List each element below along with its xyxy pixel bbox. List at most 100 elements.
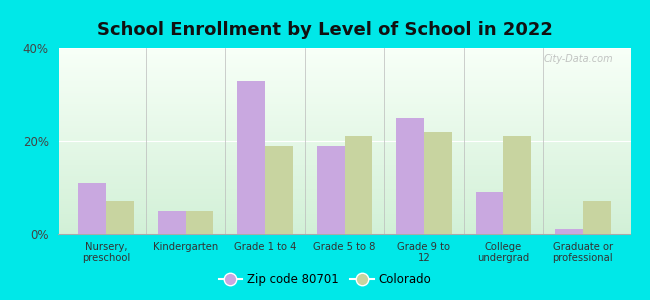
Bar <box>58 76 630 78</box>
Bar <box>58 147 630 148</box>
Bar <box>58 63 630 65</box>
Bar <box>476 192 503 234</box>
Bar <box>58 100 630 102</box>
Bar <box>58 230 630 232</box>
Bar <box>58 197 630 199</box>
Bar <box>58 82 630 83</box>
Bar <box>58 143 630 145</box>
Bar <box>58 188 630 189</box>
Bar <box>58 78 630 80</box>
Bar <box>58 135 630 137</box>
Bar <box>58 70 630 72</box>
Bar <box>58 59 630 61</box>
Bar <box>58 65 630 67</box>
Bar <box>237 80 265 234</box>
Bar <box>583 202 610 234</box>
Bar <box>58 200 630 202</box>
Bar <box>58 150 630 152</box>
Bar <box>58 184 630 186</box>
Bar <box>58 110 630 111</box>
Bar <box>58 232 630 234</box>
Text: City-Data.com: City-Data.com <box>543 54 614 64</box>
Bar <box>58 56 630 57</box>
Bar <box>58 148 630 150</box>
Bar <box>58 89 630 91</box>
Bar <box>58 156 630 158</box>
Bar <box>58 124 630 126</box>
Bar <box>58 228 630 230</box>
Bar <box>58 61 630 63</box>
Bar <box>58 152 630 154</box>
Bar <box>58 96 630 98</box>
Bar <box>265 146 293 234</box>
Bar <box>58 126 630 128</box>
Bar <box>58 160 630 161</box>
Bar <box>424 132 452 234</box>
Bar <box>58 202 630 204</box>
Bar <box>58 132 630 134</box>
Bar <box>58 154 630 156</box>
Bar <box>58 72 630 74</box>
Bar <box>58 128 630 130</box>
Bar <box>58 169 630 171</box>
Bar <box>58 115 630 117</box>
Bar <box>58 215 630 217</box>
Bar <box>58 106 630 107</box>
Bar <box>58 145 630 147</box>
Bar <box>58 54 630 56</box>
Bar <box>58 193 630 195</box>
Bar <box>58 176 630 178</box>
Bar <box>58 80 630 82</box>
Bar <box>58 68 630 70</box>
Legend: Zip code 80701, Colorado: Zip code 80701, Colorado <box>214 269 436 291</box>
Bar <box>58 85 630 87</box>
Bar <box>58 141 630 143</box>
Bar <box>344 136 372 234</box>
Bar <box>58 137 630 139</box>
Bar <box>58 165 630 167</box>
Bar <box>58 178 630 180</box>
Bar <box>106 202 134 234</box>
Bar <box>58 212 630 214</box>
Bar <box>58 67 630 68</box>
Bar <box>58 139 630 141</box>
Bar <box>58 217 630 219</box>
Bar <box>58 199 630 200</box>
Bar <box>58 107 630 110</box>
Bar <box>158 211 186 234</box>
Bar <box>58 111 630 113</box>
Bar <box>58 214 630 215</box>
Bar <box>58 191 630 193</box>
Bar <box>58 50 630 52</box>
Bar <box>58 130 630 132</box>
Bar <box>58 219 630 221</box>
Bar <box>58 206 630 208</box>
Bar <box>58 57 630 59</box>
Bar <box>186 211 213 234</box>
Bar <box>58 113 630 115</box>
Bar <box>58 91 630 93</box>
Bar <box>396 118 424 234</box>
Bar <box>58 172 630 175</box>
Bar <box>58 158 630 160</box>
Bar <box>58 134 630 135</box>
Bar <box>58 161 630 163</box>
Bar <box>58 221 630 223</box>
Bar <box>58 225 630 226</box>
Bar <box>58 223 630 225</box>
Bar <box>58 175 630 176</box>
Bar <box>58 226 630 228</box>
Bar <box>58 163 630 165</box>
Bar <box>58 102 630 104</box>
Text: School Enrollment by Level of School in 2022: School Enrollment by Level of School in … <box>97 21 553 39</box>
Bar <box>58 87 630 89</box>
Bar <box>503 136 531 234</box>
Bar <box>58 210 630 212</box>
Bar <box>58 204 630 206</box>
Bar <box>58 167 630 169</box>
Bar <box>58 189 630 191</box>
Bar <box>555 229 583 234</box>
Bar <box>58 98 630 100</box>
Bar <box>58 122 630 124</box>
Bar <box>58 182 630 184</box>
